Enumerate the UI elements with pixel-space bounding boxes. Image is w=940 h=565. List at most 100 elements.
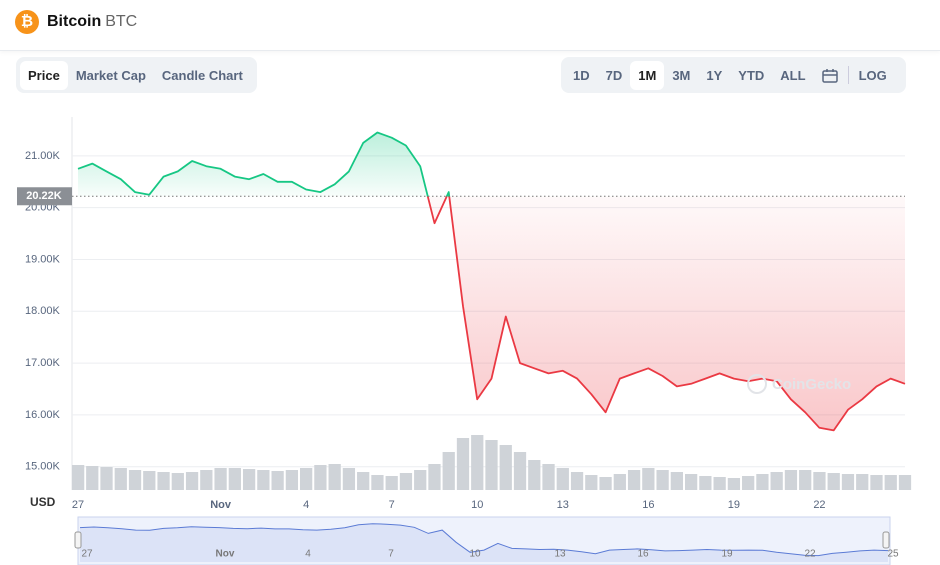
volume-bar xyxy=(513,452,527,490)
volume-bar xyxy=(570,472,584,490)
volume-bar xyxy=(143,471,156,490)
volume-bar xyxy=(799,470,812,490)
volume-bar xyxy=(128,470,142,490)
calendar-icon xyxy=(821,68,838,83)
range-button[interactable]: 1M xyxy=(630,60,665,90)
volume-bar xyxy=(870,475,883,490)
volume-bar xyxy=(399,473,413,490)
tab[interactable]: Price xyxy=(20,60,68,90)
volume-bar xyxy=(100,467,113,490)
log-button[interactable]: LOG xyxy=(858,67,887,83)
volume-bar xyxy=(585,475,598,490)
navigator-area xyxy=(80,523,888,562)
x-tick-label: 27 xyxy=(72,499,84,511)
volume-bar xyxy=(114,468,127,490)
volume-bar xyxy=(157,472,170,490)
volume-bar xyxy=(713,477,726,490)
volume-bar xyxy=(271,471,284,490)
volume-bar xyxy=(613,474,626,490)
volume-bar xyxy=(214,468,227,490)
range-button[interactable]: 7D xyxy=(605,67,623,83)
range-button[interactable]: 3M xyxy=(672,67,691,83)
navigator-label: 13 xyxy=(554,549,566,560)
volume-bar xyxy=(371,475,384,490)
volume-bar xyxy=(841,474,855,490)
volume-bar xyxy=(827,473,840,490)
volume-bar xyxy=(456,438,470,490)
volume-bar xyxy=(314,465,327,490)
volume-bar xyxy=(257,470,270,490)
navigator-line xyxy=(79,523,889,557)
volume-bar xyxy=(285,470,299,490)
volume-bar xyxy=(684,474,698,490)
range-button[interactable]: ALL xyxy=(780,67,806,83)
range-button[interactable]: YTD xyxy=(738,67,765,83)
navigator-label: 16 xyxy=(637,549,649,560)
y-tick-label: 17.00K xyxy=(25,357,61,369)
volume-bar xyxy=(86,466,99,490)
navigator-label: 4 xyxy=(305,549,311,560)
navigator-label: 7 xyxy=(388,549,394,560)
y-tick-label: 15.00K xyxy=(25,461,61,473)
x-tick-label: 19 xyxy=(728,499,740,511)
baseline-badge xyxy=(17,187,72,206)
watermark: CoinGecko xyxy=(772,376,851,393)
navigator-label: 27 xyxy=(81,549,93,560)
volume-bar xyxy=(884,475,897,490)
volume-bar xyxy=(342,468,356,490)
volume-bar xyxy=(770,472,783,490)
volume-bar xyxy=(627,470,641,490)
x-tick-label: 16 xyxy=(642,499,654,511)
x-tick-label: 22 xyxy=(813,499,825,511)
volume-bar xyxy=(499,445,512,490)
volume-bar xyxy=(556,468,569,490)
y-tick-label: 16.00K xyxy=(25,409,61,421)
divider xyxy=(847,66,849,84)
volume-bar xyxy=(300,468,313,490)
navigator[interactable] xyxy=(77,516,891,565)
coin-title: Bitcoin xyxy=(47,13,102,30)
y-axis-label: USD xyxy=(30,495,56,509)
volume-bar xyxy=(599,477,612,490)
volume-bar xyxy=(328,464,341,490)
navigator-handle[interactable] xyxy=(74,531,82,549)
x-tick-label: 7 xyxy=(389,499,395,511)
volume-bar xyxy=(442,452,455,490)
volume-bar xyxy=(898,475,912,490)
range-button[interactable]: 1Y xyxy=(706,67,723,83)
volume-bar xyxy=(856,474,869,490)
volume-bar xyxy=(428,464,441,490)
navigator-label: 10 xyxy=(469,549,481,560)
navigator-handle[interactable] xyxy=(882,531,890,549)
x-tick-label: 13 xyxy=(557,499,569,511)
volume-bar xyxy=(699,476,712,490)
volume-bar xyxy=(485,440,498,490)
x-tick-label: 4 xyxy=(303,499,309,511)
calendar-button[interactable] xyxy=(814,60,846,90)
y-tick-label: 21.00K xyxy=(25,150,61,162)
tab-group: Price Market Cap Candle Chart xyxy=(16,57,257,93)
volume-bar xyxy=(357,472,370,490)
price-line xyxy=(77,131,906,432)
y-tick-label: 18.00K xyxy=(25,305,61,317)
navigator-label: 19 xyxy=(721,549,733,560)
volume-bar xyxy=(727,478,741,490)
header: ₿ Bitcoin BTC xyxy=(0,0,940,51)
volume-bar xyxy=(185,472,199,490)
volume-bar xyxy=(385,476,398,490)
volume-bar xyxy=(242,469,256,490)
tab[interactable]: Market Cap xyxy=(75,67,146,83)
volume-bar xyxy=(171,473,184,490)
tab[interactable]: Candle Chart xyxy=(161,67,243,83)
volume-bar xyxy=(542,464,555,490)
x-tick-label: Nov xyxy=(210,499,232,511)
volume-bar xyxy=(656,470,669,490)
volume-bar xyxy=(642,468,655,490)
range-button[interactable]: 1D xyxy=(573,67,590,83)
navigator-label: 25 xyxy=(887,549,899,560)
navigator-label: 22 xyxy=(804,549,816,560)
coin-icon: ₿ xyxy=(15,10,39,34)
coin-name: Bitcoin BTC xyxy=(47,13,137,31)
volume-bar xyxy=(72,465,85,490)
